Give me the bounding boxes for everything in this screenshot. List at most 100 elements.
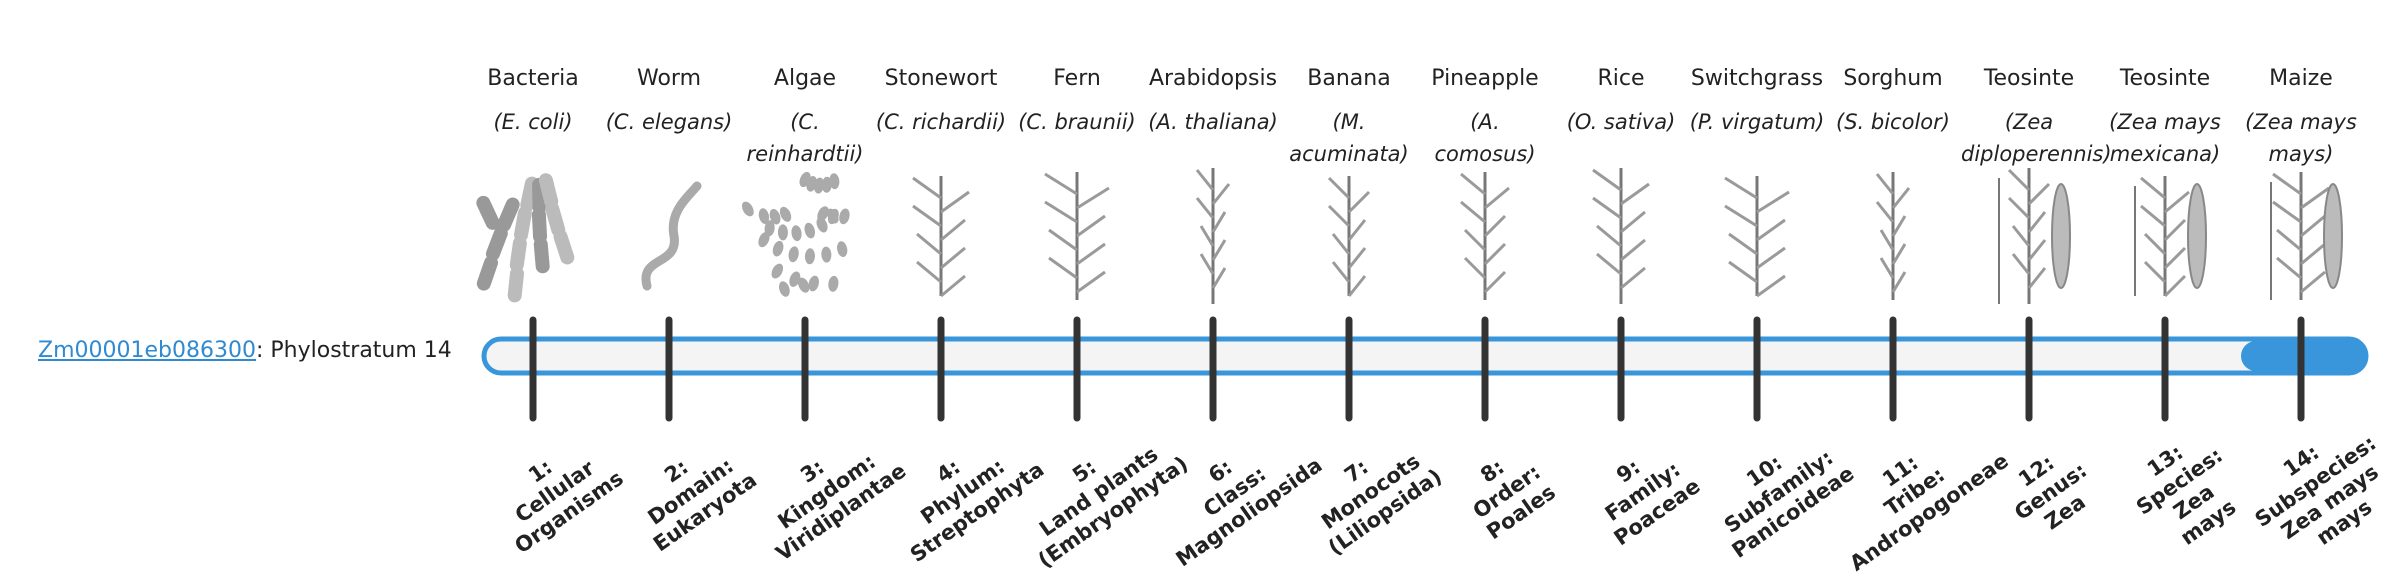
icon-part xyxy=(1891,187,1911,209)
icon-part xyxy=(1756,274,1786,298)
icon-part xyxy=(2300,186,2330,210)
icon-part xyxy=(2276,256,2302,280)
icon-part xyxy=(1596,252,1622,276)
organism-species: (P. virgatum) xyxy=(1689,110,1825,134)
icon-part xyxy=(1483,214,1507,238)
icon-part xyxy=(2140,176,2166,200)
organism-name: Pineapple xyxy=(1431,66,1539,91)
icon-part xyxy=(829,173,840,190)
icon-part xyxy=(2163,274,2187,298)
icon-part xyxy=(2300,270,2326,294)
organism-name: Banana xyxy=(1307,66,1391,91)
icon-part xyxy=(1484,186,1510,210)
icon-part xyxy=(912,204,942,228)
organism-name: Bacteria xyxy=(487,66,579,91)
organism-icon xyxy=(912,176,970,298)
icon-part xyxy=(826,208,839,224)
organism-species: (O. sativa) xyxy=(1566,110,1676,134)
organism-icon xyxy=(1044,172,1110,300)
icon-part xyxy=(1076,242,1106,266)
icon-part xyxy=(476,195,500,230)
organism-icon xyxy=(641,181,702,291)
organism-icon xyxy=(2270,172,2343,300)
organism-name: Fern xyxy=(1053,66,1101,91)
icon-part xyxy=(2027,211,2047,233)
icon-part xyxy=(497,197,520,232)
icon-part xyxy=(798,277,810,293)
icon-part xyxy=(641,181,702,291)
icon-part xyxy=(2300,242,2326,266)
icon-part xyxy=(1211,183,1231,205)
icon-part xyxy=(1592,168,1622,192)
icon-part xyxy=(1347,275,1367,297)
icon-part xyxy=(2164,190,2190,214)
icon-part xyxy=(1891,271,1907,293)
icon-part xyxy=(1592,196,1622,220)
icon-part xyxy=(791,225,802,242)
icon-part xyxy=(538,173,559,209)
icon-part xyxy=(1724,176,1758,200)
organism-species: (A. thaliana) xyxy=(1148,110,1278,134)
icon-part xyxy=(545,201,566,237)
icon-part xyxy=(1044,200,1078,224)
icon-part xyxy=(1875,173,1895,195)
icon-part xyxy=(1347,190,1371,214)
icon-part xyxy=(1463,256,1487,280)
icon-part xyxy=(1199,253,1215,275)
icon-part xyxy=(916,260,942,284)
icon-part xyxy=(1199,225,1215,247)
icon-part xyxy=(769,208,781,225)
icon-part xyxy=(1875,201,1895,223)
organism-species: (A. comosus) xyxy=(1434,110,1536,166)
icon-part xyxy=(758,208,770,224)
icon-part xyxy=(1076,214,1106,238)
icon-part xyxy=(2272,172,2302,196)
icon-part xyxy=(1596,224,1622,248)
icon-part xyxy=(1483,270,1507,294)
organism-icon xyxy=(1724,176,1790,298)
icon-part xyxy=(940,190,970,214)
icon-part xyxy=(1211,239,1227,261)
icon-part xyxy=(1879,257,1895,279)
icon-part xyxy=(2143,232,2167,256)
icon-part xyxy=(788,246,799,263)
icon-part xyxy=(813,177,825,194)
icon-part xyxy=(1756,246,1786,270)
gene-phylostratum: : Phylostratum 14 xyxy=(255,338,452,363)
icon-part xyxy=(531,207,548,244)
organism-icon xyxy=(1592,168,1650,304)
icon-part xyxy=(1891,243,1907,265)
gene-link[interactable]: Zm00001eb086300 xyxy=(38,338,256,363)
icon-part xyxy=(764,220,775,237)
icon-part xyxy=(1048,256,1078,280)
icon-part xyxy=(1195,197,1215,219)
organism-name: Switchgrass xyxy=(1690,66,1824,91)
organism-name: Teosinte xyxy=(2119,66,2211,91)
track xyxy=(481,336,2369,376)
icon-part xyxy=(1327,204,1351,228)
icon-part xyxy=(1724,204,1758,228)
icon-part xyxy=(1483,242,1507,266)
icon-part xyxy=(2011,225,2031,247)
icon-part xyxy=(1211,211,1227,233)
organism-species: (S. bicolor) xyxy=(1836,110,1950,134)
icon-part xyxy=(2140,204,2166,228)
icon-part xyxy=(2011,253,2031,275)
icon-part xyxy=(1728,232,1758,256)
organism-icon xyxy=(1195,168,1231,304)
icon-part xyxy=(2027,182,2051,206)
icon-part xyxy=(821,246,832,263)
organism-species: (Zea mays mexicana) xyxy=(2109,110,2221,166)
icon-part xyxy=(514,206,532,242)
icon-part xyxy=(2027,267,2047,289)
organism-name: Worm xyxy=(636,66,701,91)
icon-part xyxy=(1620,238,1646,262)
organism-icon xyxy=(741,171,850,297)
icon-part xyxy=(1347,219,1367,241)
icon-part xyxy=(2323,183,2343,289)
organism-icon xyxy=(1875,172,1911,300)
icon-part xyxy=(758,232,770,248)
organism-species: (C. elegans) xyxy=(605,110,733,134)
